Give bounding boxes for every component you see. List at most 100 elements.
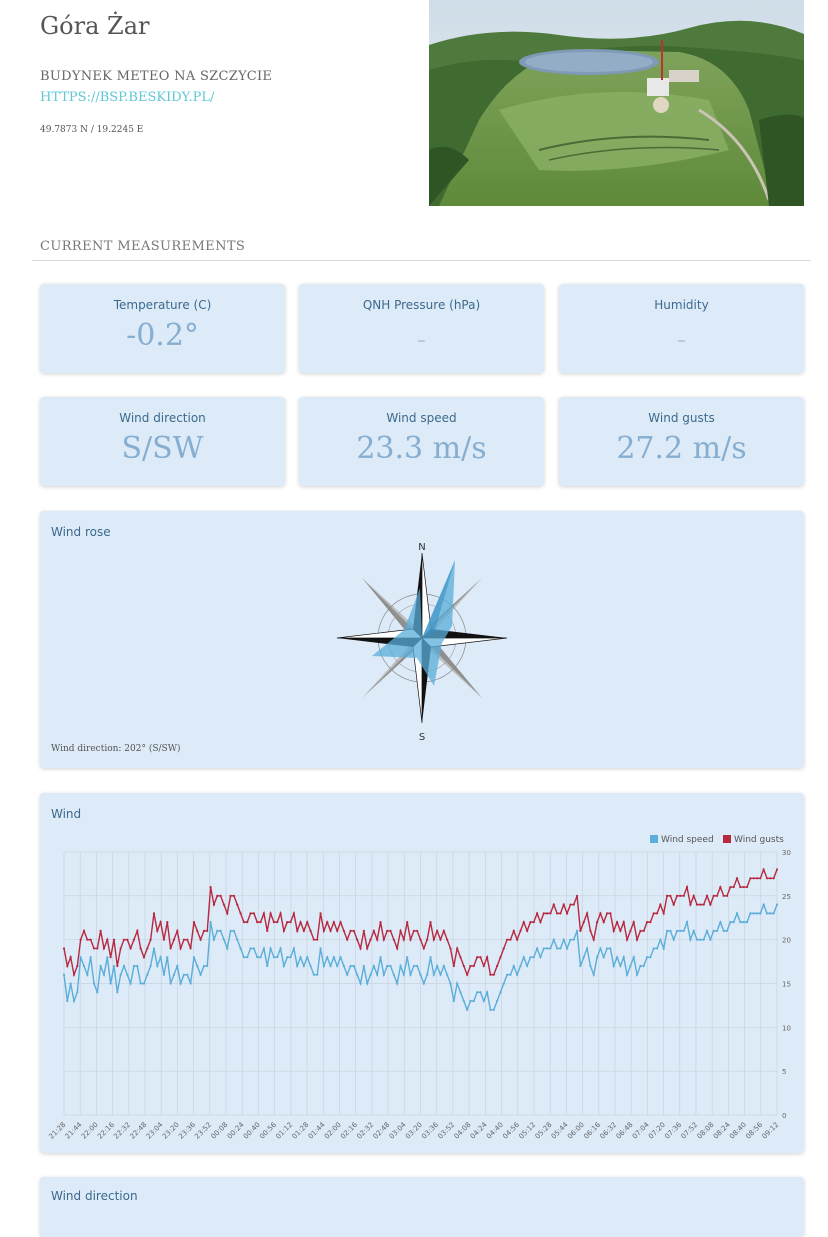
data-point [346, 938, 349, 941]
data-point [202, 964, 206, 968]
data-point [419, 973, 422, 976]
x-tick-label: 21:28 [47, 1121, 67, 1141]
data-point [266, 929, 269, 932]
data-point [279, 912, 282, 915]
data-point [392, 938, 395, 941]
data-point [362, 964, 365, 968]
data-point [546, 947, 549, 950]
data-point [549, 912, 552, 915]
data-point [585, 947, 589, 950]
data-point [675, 929, 679, 932]
data-point [139, 947, 142, 950]
data-point [126, 938, 129, 941]
data-point [632, 956, 635, 959]
data-point [662, 912, 665, 915]
data-point [682, 894, 685, 897]
data-point [529, 956, 532, 959]
data-point [479, 956, 482, 959]
x-tick-label: 05:12 [517, 1121, 537, 1141]
data-point [692, 894, 695, 897]
data-point [102, 973, 106, 976]
x-tick-label: 08:40 [728, 1121, 748, 1141]
data-point [599, 947, 602, 950]
x-tick-label: 01:28 [291, 1121, 311, 1141]
data-point [349, 929, 352, 932]
data-point [396, 982, 399, 985]
data-point [765, 877, 769, 880]
data-point [639, 964, 642, 968]
data-point [685, 885, 689, 889]
data-point [775, 903, 779, 906]
data-point [582, 956, 585, 959]
data-point [186, 973, 189, 976]
data-point [546, 912, 549, 915]
data-point [639, 929, 642, 932]
x-tick-label: 08:08 [696, 1121, 716, 1141]
data-point [239, 947, 242, 950]
data-point [159, 921, 162, 924]
data-point [486, 956, 489, 959]
card-value: 27.2 m/s [616, 431, 747, 466]
data-point [472, 964, 475, 968]
data-point [189, 982, 192, 985]
data-point [332, 921, 335, 924]
x-tick-label: 09:12 [760, 1121, 780, 1141]
data-point [252, 947, 256, 950]
y-tick-label: 15 [782, 981, 791, 989]
data-point [212, 903, 216, 906]
data-point [262, 912, 266, 915]
data-point [222, 903, 226, 906]
x-tick-label: 05:44 [550, 1120, 570, 1140]
station-coords: 49.7873 N / 19.2245 E [40, 125, 144, 135]
data-point [186, 938, 189, 941]
card-label: QNH Pressure (hPa) [362, 298, 481, 312]
data-point [146, 973, 149, 976]
data-point [579, 964, 582, 968]
data-point [452, 999, 455, 1003]
data-point [112, 938, 116, 941]
x-tick-label: 01:12 [274, 1121, 294, 1141]
data-point [89, 956, 92, 959]
data-point [476, 956, 479, 959]
data-point [149, 938, 152, 941]
x-tick-label: 08:24 [712, 1120, 732, 1140]
data-point [769, 912, 772, 915]
data-point [162, 938, 166, 941]
data-point [652, 912, 655, 915]
data-point [219, 894, 222, 897]
data-point [509, 938, 512, 941]
data-point [256, 921, 259, 924]
data-point [712, 894, 715, 897]
data-point [289, 921, 292, 924]
data-point [486, 991, 489, 994]
y-tick-label: 30 [782, 849, 791, 857]
data-point [319, 947, 322, 950]
data-point [159, 956, 162, 959]
data-point [376, 973, 379, 976]
data-point [699, 938, 702, 941]
data-point [156, 964, 159, 968]
data-point [772, 877, 775, 880]
data-point [249, 912, 252, 915]
data-point [762, 868, 765, 871]
data-point [502, 982, 505, 985]
data-point [182, 938, 186, 941]
data-point [379, 921, 382, 924]
data-point [246, 921, 249, 924]
data-point [272, 921, 276, 924]
data-point [589, 929, 592, 932]
station-link[interactable]: HTTPS://BSP.BESKIDY.PL/ [40, 90, 215, 105]
data-point [732, 885, 735, 889]
x-tick-label: 04:24 [469, 1120, 489, 1140]
data-point [402, 973, 405, 976]
data-point [609, 947, 612, 950]
data-point [126, 973, 129, 976]
data-point [665, 894, 669, 897]
data-point [755, 912, 759, 915]
data-point [96, 947, 99, 950]
data-point [346, 973, 349, 976]
data-point [426, 938, 429, 941]
data-point [296, 929, 299, 932]
data-point [675, 894, 679, 897]
data-point [289, 956, 292, 959]
